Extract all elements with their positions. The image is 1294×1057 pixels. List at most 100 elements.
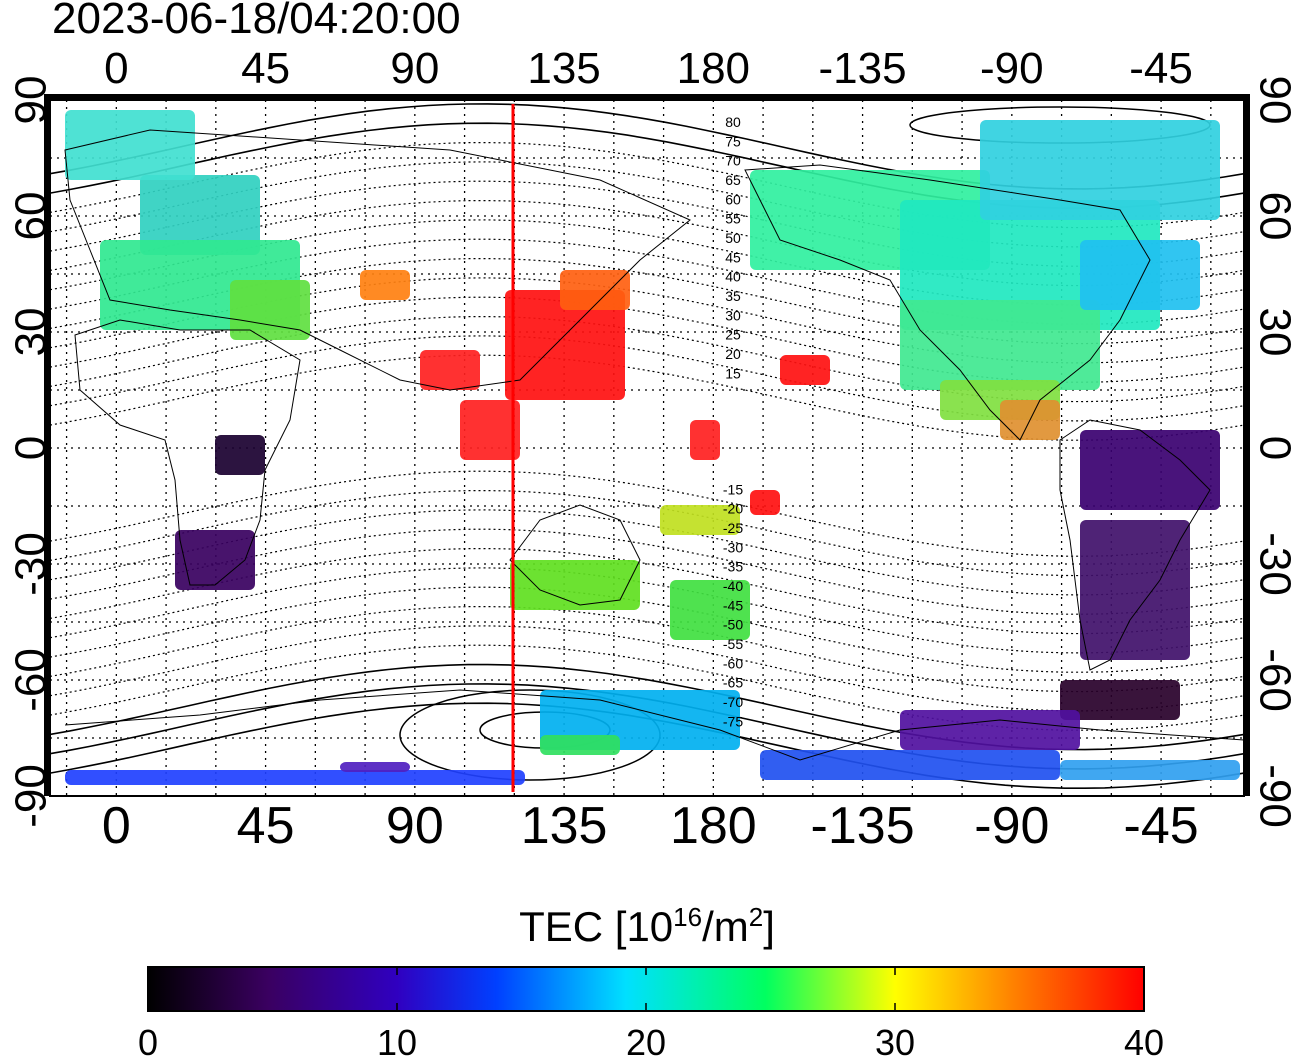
tec-patch — [140, 175, 260, 255]
tec-patch — [1080, 430, 1220, 510]
contour-label: -60 — [723, 655, 743, 671]
lat-tick-left: 60 — [7, 192, 56, 241]
tec-patch — [1060, 760, 1240, 780]
tec-patch — [1060, 680, 1180, 720]
lon-tick-top: -135 — [819, 44, 907, 93]
coastline — [64, 129, 691, 391]
lon-tick-bottom: -45 — [1124, 797, 1199, 855]
lat-tick-right: 60 — [1250, 192, 1294, 241]
contour-label: -20 — [723, 501, 743, 517]
lon-tick-bottom: 90 — [386, 797, 444, 855]
lon-tick-bottom: 0 — [102, 797, 131, 855]
tec-patch — [560, 270, 630, 310]
tec-patch — [690, 420, 720, 460]
lat-tick-right: 90 — [1250, 76, 1294, 125]
lat-tick-right: 0 — [1250, 436, 1294, 460]
colorbar-title: TEC [1016/m2] — [519, 902, 775, 950]
tec-data-patches — [65, 110, 1240, 785]
contour-labels: 80 75 70 65 60 55 50 45 40 35 30 25 20 15 -15 -20 -25 -30… — [723, 114, 743, 729]
lon-tick-bottom: -135 — [811, 797, 915, 855]
tec-patch — [660, 505, 740, 535]
coastline — [74, 319, 301, 586]
contour-label: 30 — [725, 307, 741, 323]
lat-tick-left: 0 — [7, 436, 56, 460]
lat-tick-left: -30 — [7, 532, 56, 596]
tec-patch — [505, 290, 625, 400]
lon-tick-top: -90 — [980, 44, 1044, 93]
tec-patch — [360, 270, 410, 300]
tec-patch — [215, 435, 265, 475]
tec-patch — [175, 530, 255, 590]
contour-label: -45 — [723, 597, 743, 613]
contour-label: -70 — [723, 694, 743, 710]
frame-bar-right — [1244, 94, 1250, 796]
tec-patch — [420, 350, 480, 390]
colorbar-tick-label: 40 — [1124, 1022, 1164, 1057]
tec-patch — [230, 280, 310, 340]
tec-patch — [460, 400, 520, 460]
tec-patch — [900, 300, 1100, 390]
lon-tick-top: 45 — [241, 44, 290, 93]
lat-tick-right: -30 — [1250, 532, 1294, 596]
frame-bar-left — [44, 94, 50, 796]
contour-label: 75 — [725, 133, 741, 149]
lon-tick-top: 90 — [390, 44, 439, 93]
contour-label: 60 — [725, 191, 741, 207]
coastline — [744, 164, 1151, 441]
lat-tick-right: 30 — [1250, 308, 1294, 357]
contour-label: 70 — [725, 153, 741, 169]
lon-tick-bottom: 45 — [237, 797, 295, 855]
contour-label: -75 — [723, 713, 743, 729]
coastline — [64, 689, 1245, 761]
contour-label: 35 — [725, 288, 741, 304]
lon-tick-top: -45 — [1129, 44, 1193, 93]
contour-label: 80 — [725, 114, 741, 130]
tec-patch — [670, 580, 750, 640]
coastline — [509, 504, 641, 606]
tec-patch — [980, 120, 1220, 220]
contour-label: 65 — [725, 172, 741, 188]
colorbar-tick-label: 0 — [138, 1022, 158, 1057]
tec-patch — [540, 735, 620, 755]
contour-label: -25 — [723, 520, 743, 536]
contour-label: 55 — [725, 211, 741, 227]
tec-patch — [750, 490, 780, 515]
tec-patch — [1080, 520, 1190, 660]
contour-label: 15 — [725, 365, 741, 381]
lat-tick-right: -90 — [1250, 764, 1294, 828]
axis-labels: 0 45 90 135 180 -135 -90 -45 0 45 90 135 180 -135 -90 -… — [7, 44, 1294, 855]
frame-bar-top — [50, 94, 1244, 100]
tec-patch — [510, 560, 640, 610]
contour-label: 40 — [725, 269, 741, 285]
lat-tick-left: -60 — [7, 648, 56, 712]
tec-patch — [65, 770, 525, 785]
lon-tick-top: 0 — [104, 44, 128, 93]
tec-patch — [65, 110, 195, 180]
tec-patch — [760, 750, 1060, 780]
contour-label: 20 — [725, 346, 741, 362]
timestamp-label: 2023-06-18/04:20:00 — [52, 0, 461, 43]
lon-tick-top: 135 — [527, 44, 600, 93]
lon-tick-top: 180 — [677, 44, 750, 93]
contour-label: 50 — [725, 230, 741, 246]
contour-label: -65 — [723, 675, 743, 691]
tec-patch — [340, 762, 410, 772]
lat-tick-left: -90 — [7, 764, 56, 828]
coastlines — [64, 129, 1245, 761]
contour-label: -30 — [723, 539, 743, 555]
contour-label: -55 — [723, 636, 743, 652]
contour-label: 25 — [725, 327, 741, 343]
lon-tick-bottom: 180 — [670, 797, 757, 855]
lat-tick-left: 90 — [7, 76, 56, 125]
tec-patch — [780, 355, 830, 385]
contour-label: -50 — [723, 617, 743, 633]
contour-label: -35 — [723, 559, 743, 575]
lat-tick-left: 30 — [7, 308, 56, 357]
colorbar-ticks: 0 10 20 30 40 — [138, 967, 1164, 1057]
coastline — [1059, 419, 1211, 671]
lon-tick-bottom: 135 — [521, 797, 608, 855]
contour-label: -40 — [723, 578, 743, 594]
lon-tick-bottom: -90 — [974, 797, 1049, 855]
colorbar-tick-label: 30 — [875, 1022, 915, 1057]
